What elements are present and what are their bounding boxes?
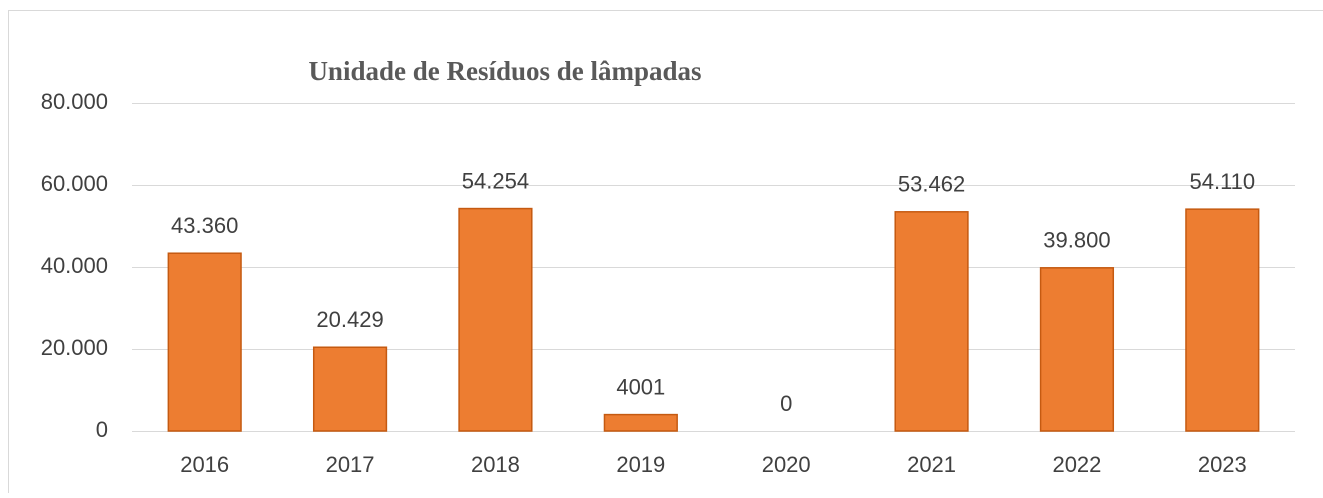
data-label: 0 — [780, 391, 792, 416]
bar — [895, 212, 968, 431]
x-tick-label: 2023 — [1198, 452, 1247, 477]
y-tick-label: 60.000 — [41, 171, 108, 196]
y-tick-label: 0 — [96, 417, 108, 442]
x-tick-label: 2018 — [471, 452, 520, 477]
bar — [1041, 268, 1114, 431]
data-label: 20.429 — [316, 307, 383, 332]
data-label: 4001 — [616, 374, 665, 399]
data-label: 53.462 — [898, 172, 965, 197]
x-tick-label: 2022 — [1052, 452, 1101, 477]
y-tick-label: 40.000 — [41, 253, 108, 278]
bar — [604, 415, 677, 431]
y-tick-label: 80.000 — [41, 89, 108, 114]
x-tick-label: 2019 — [616, 452, 665, 477]
x-tick-label: 2021 — [907, 452, 956, 477]
x-tick-label: 2017 — [326, 452, 375, 477]
data-label: 43.360 — [171, 213, 238, 238]
chart-title: Unidade de Resíduos de lâmpadas — [308, 56, 701, 86]
x-tick-label: 2016 — [180, 452, 229, 477]
x-tick-label: 2020 — [762, 452, 811, 477]
bar — [1186, 209, 1259, 431]
data-label: 39.800 — [1043, 228, 1110, 253]
data-label: 54.110 — [1189, 169, 1255, 194]
y-tick-label: 20.000 — [41, 335, 108, 360]
data-label: 54.254 — [462, 168, 529, 193]
bar — [314, 347, 387, 431]
bar — [168, 253, 241, 431]
bar — [459, 209, 532, 431]
